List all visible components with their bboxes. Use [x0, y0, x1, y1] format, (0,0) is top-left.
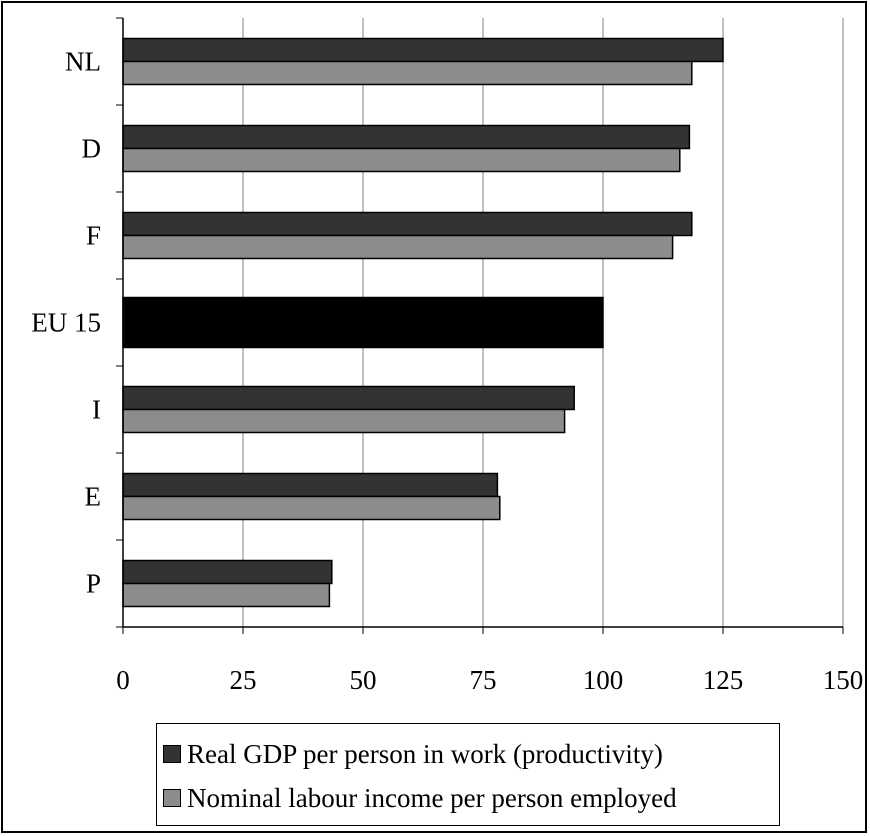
legend-swatch-nominal-income [163, 789, 181, 807]
bar-nl-series-2 [122, 60, 693, 86]
legend-item-real-gdp: Real GDP per person in work (productivit… [163, 736, 663, 772]
x-tick-label-150: 150 [823, 665, 864, 695]
category-label-p: P [86, 569, 101, 599]
bar-e-series-2 [122, 495, 501, 521]
x-tick-label-25: 25 [230, 665, 257, 695]
category-label-nl: NL [65, 47, 101, 77]
legend-item-nominal-income: Nominal labour income per person employe… [163, 780, 677, 816]
bar-p-series-1 [122, 559, 333, 585]
x-tick-label-75: 75 [470, 665, 497, 695]
category-label-f: F [86, 221, 101, 251]
axes [116, 17, 844, 634]
x-tick-label-125: 125 [703, 665, 744, 695]
gridlines [242, 18, 844, 627]
x-tick-label-0: 0 [116, 665, 130, 695]
legend-label-nominal-income: Nominal labour income per person employe… [187, 782, 677, 813]
category-label-i: I [92, 395, 101, 425]
bar-e-series-1 [122, 472, 499, 498]
legend-swatch-real-gdp [163, 745, 181, 763]
legend-label-real-gdp: Real GDP per person in work (productivit… [187, 738, 663, 769]
bar-p-series-2 [122, 582, 331, 608]
bar-nl-series-1 [122, 37, 724, 63]
bar-d-series-1 [122, 124, 691, 150]
legend: Real GDP per person in work (productivit… [156, 723, 780, 826]
bar-i-series-2 [122, 408, 566, 434]
category-label-eu-15: EU 15 [31, 308, 101, 338]
bar-f-series-1 [122, 211, 693, 237]
bar-eu-15 [122, 296, 604, 349]
bar-i-series-1 [122, 385, 575, 411]
x-tick-label-50: 50 [350, 665, 377, 695]
category-label-d: D [82, 134, 102, 164]
category-label-e: E [85, 482, 102, 512]
labels: 0 25 50 75 100 125 150 NL D F EU 15 I E P [31, 47, 863, 696]
bar-f-series-2 [122, 234, 674, 260]
bar-d-series-2 [122, 147, 681, 173]
x-tick-label-100: 100 [583, 665, 624, 695]
bars [122, 37, 724, 608]
